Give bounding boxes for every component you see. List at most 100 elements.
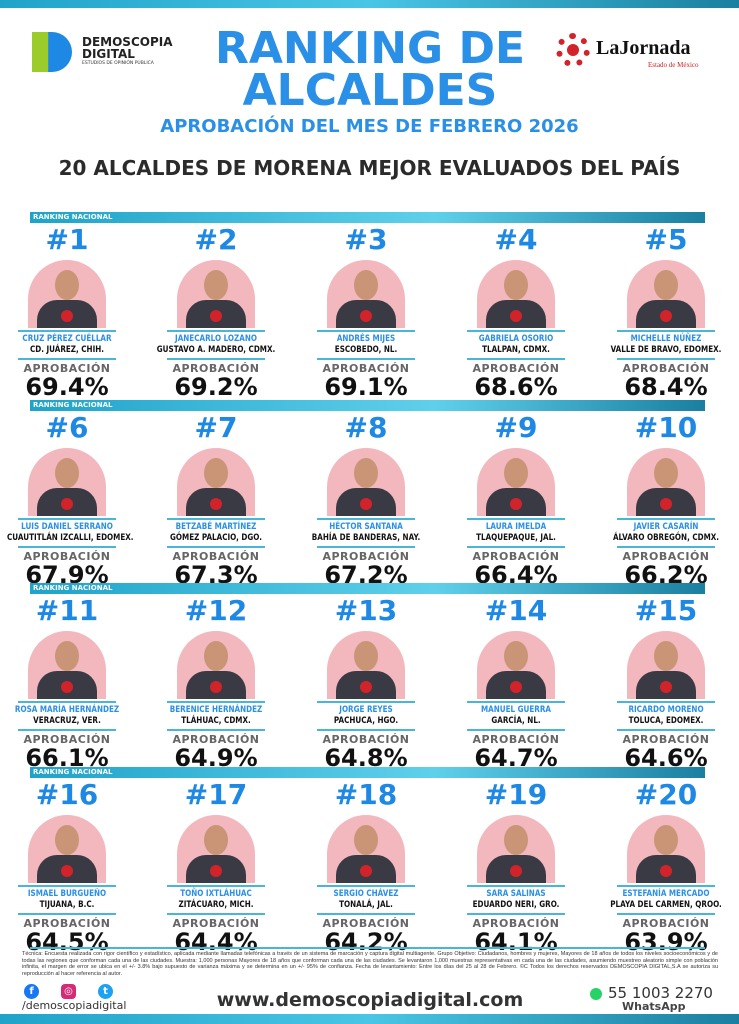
approval-value: 64.7% xyxy=(474,744,558,772)
morena-pin-icon xyxy=(360,498,372,510)
divider xyxy=(18,518,116,520)
ranking-section: RANKING NACIONAL #16 ISMAEL BURGUEÑO TIJ… xyxy=(0,767,739,955)
morena-pin-icon xyxy=(360,865,372,877)
morena-pin-icon xyxy=(61,310,73,322)
mayor-name: MICHELLE NÚÑEZ xyxy=(630,334,702,344)
mayor-name: ESTEFANÍA MERCADO xyxy=(622,889,710,899)
morena-pin-icon xyxy=(61,865,73,877)
rank-number: #1 xyxy=(45,223,89,256)
morena-pin-icon xyxy=(210,310,222,322)
social-handle[interactable]: /demoscopiadigital xyxy=(22,999,127,1012)
rank-number: #16 xyxy=(35,778,99,811)
divider xyxy=(617,913,715,915)
approval-value: 69.4% xyxy=(25,373,109,401)
sun-icon xyxy=(556,33,590,67)
ranking-label: RANKING NACIONAL xyxy=(33,213,113,221)
divider xyxy=(167,885,265,887)
divider xyxy=(167,330,265,332)
approval-label: APROBACIÓN xyxy=(622,550,710,563)
mayor-photo xyxy=(327,815,405,883)
rank-number: #11 xyxy=(35,594,99,627)
divider xyxy=(167,518,265,520)
mayor-card: #16 ISMAEL BURGUEÑO TIJUANA, B.C. APROBA… xyxy=(0,779,142,954)
rank-number: #15 xyxy=(634,594,698,627)
mayor-card: #14 MANUEL GUERRA GARCÍA, NL. APROBACIÓN… xyxy=(441,595,591,770)
divider xyxy=(167,729,265,731)
approval-value: 64.8% xyxy=(324,744,408,772)
mayor-card: #15 RICARDO MORENO TOLUCA, EDOMEX. APROB… xyxy=(591,595,739,770)
divider xyxy=(617,701,715,703)
divider xyxy=(617,885,715,887)
mayor-card: #2 JANECARLO LOZANO GUSTAVO A. MADERO, C… xyxy=(141,224,291,401)
mayor-card: #19 SARA SALINAS EDUARDO NERI, GRO. APRO… xyxy=(441,779,591,954)
mayor-card: #6 LUIS DANIEL SERRANO CUAUTITLÁN IZCALL… xyxy=(0,412,142,588)
mayor-photo xyxy=(327,631,405,699)
divider xyxy=(467,546,565,548)
mayor-name: TOÑO IXTLÁHUAC xyxy=(180,889,252,899)
divider xyxy=(18,729,116,731)
rank-number: #20 xyxy=(634,778,698,811)
instagram-icon[interactable]: ◎ xyxy=(61,984,76,999)
mayor-photo xyxy=(28,448,106,516)
mayor-name: BETZABÉ MARTÍNEZ xyxy=(175,522,257,532)
divider xyxy=(467,913,565,915)
approval-label: APROBACIÓN xyxy=(172,362,260,375)
divider xyxy=(317,885,415,887)
divider xyxy=(167,701,265,703)
morena-pin-icon xyxy=(660,310,672,322)
mayor-city: GUSTAVO A. MADERO, CDMX. xyxy=(156,345,276,355)
approval-label: APROBACIÓN xyxy=(622,917,710,930)
mayor-card: #1 CRUZ PÉREZ CUÉLLAR CD. JUÁREZ, CHIH. … xyxy=(0,224,142,399)
mayor-name: LUIS DANIEL SERRANO xyxy=(21,522,113,532)
divider xyxy=(18,885,116,887)
divider xyxy=(317,518,415,520)
rank-number: #8 xyxy=(344,411,388,444)
mayor-card: #17 TOÑO IXTLÁHUAC ZITÁCUARO, MICH. APRO… xyxy=(141,779,291,954)
morena-pin-icon xyxy=(210,865,222,877)
facebook-icon[interactable]: f xyxy=(24,984,39,999)
page-title: RANKING DE ALCALDES xyxy=(214,28,526,112)
morena-pin-icon xyxy=(510,498,522,510)
ranking-bar: RANKING NACIONAL xyxy=(30,767,705,778)
divider xyxy=(317,729,415,731)
divider xyxy=(18,358,116,360)
mayor-card: #9 LAURA IMELDA TLAQUEPAQUE, JAL. APROBA… xyxy=(441,412,591,587)
divider xyxy=(317,701,415,703)
morena-pin-icon xyxy=(210,498,222,510)
rank-number: #5 xyxy=(644,223,688,256)
morena-pin-icon xyxy=(510,681,522,693)
mayor-card: #12 BERENICE HERNÁNDEZ TLÁHUAC, CDMX. AP… xyxy=(141,595,291,770)
morena-pin-icon xyxy=(360,681,372,693)
whatsapp-contact[interactable]: 55 1003 2270 xyxy=(590,985,713,1001)
approval-value: 68.4% xyxy=(624,373,708,401)
approval-label: APROBACIÓN xyxy=(23,550,111,563)
partner-name: LaJornada xyxy=(596,37,691,59)
mayor-name: ROSA MARÍA HERNÁNDEZ xyxy=(14,705,120,715)
approval-value: 69.2% xyxy=(174,373,258,401)
divider xyxy=(317,330,415,332)
mayor-name: BERENICE HERNÁNDEZ xyxy=(169,705,263,715)
divider xyxy=(467,701,565,703)
ranking-label: RANKING NACIONAL xyxy=(33,768,113,776)
website-link[interactable]: www.demoscopiadigital.com xyxy=(216,989,524,1011)
divider xyxy=(30,947,705,949)
rank-number: #10 xyxy=(634,411,698,444)
approval-label: APROBACIÓN xyxy=(322,550,410,563)
mayor-photo xyxy=(477,448,555,516)
divider xyxy=(617,358,715,360)
mayor-photo xyxy=(28,631,106,699)
divider xyxy=(317,358,415,360)
rank-number: #7 xyxy=(194,411,238,444)
mayor-city: EDUARDO NERI, GRO. xyxy=(472,900,560,910)
morena-pin-icon xyxy=(360,310,372,322)
twitter-icon[interactable]: t xyxy=(98,984,113,999)
mayor-city: TLALPAN, CDMX. xyxy=(482,345,550,355)
mayor-photo xyxy=(627,260,705,328)
mayor-name: GABRIELA OSORIO xyxy=(478,334,554,344)
mayor-photo xyxy=(28,260,106,328)
mayor-card: #20 ESTEFANÍA MERCADO PLAYA DEL CARMEN, … xyxy=(591,778,739,955)
rank-number: #13 xyxy=(334,594,398,627)
whatsapp-icon xyxy=(590,987,602,1000)
mayor-name: JAVIER CASARÍN xyxy=(633,522,699,532)
mayor-name: JORGE REYES xyxy=(339,705,393,715)
